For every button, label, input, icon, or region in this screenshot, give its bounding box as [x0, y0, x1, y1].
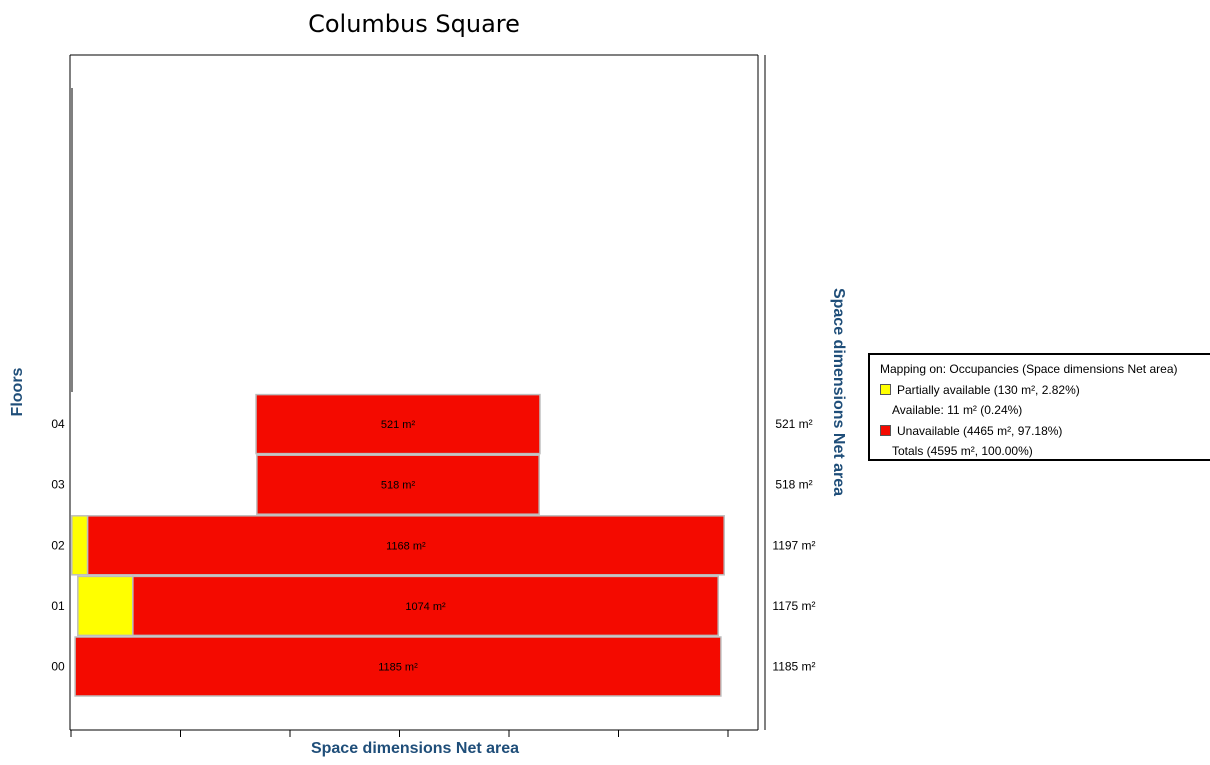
legend-item-label: Partially available (130 m², 2.82%)	[897, 382, 1080, 397]
legend-swatch	[880, 384, 891, 396]
labels-group: 1185 m² 00 1185 m² 1074 m² 01 1175 m² 1168 m² 0…	[51, 417, 815, 673]
bar-02-unavailable	[86, 515, 725, 576]
right-total-label: 1175 m²	[772, 599, 815, 613]
bar-00-unavailable	[74, 636, 722, 697]
legend-item-label: Totals (4595 m², 100.00%)	[892, 444, 1033, 458]
legend-swatch	[880, 425, 891, 437]
floor-tick-label: 04	[51, 417, 65, 431]
bar-04-unavailable	[255, 393, 541, 455]
bar-value-label: 1185 m²	[378, 662, 418, 674]
legend-item-label: Unavailable (4465 m², 97.18%)	[897, 423, 1063, 438]
bar-01-unavailable	[132, 575, 719, 637]
legend-item-label: Available: 11 m² (0.24%)	[892, 403, 1023, 417]
legend-item: Unavailable (4465 m², 97.18%)	[880, 421, 1210, 442]
chart-title: Columbus Square	[308, 10, 520, 38]
bar-value-label: 1074 m²	[405, 601, 446, 613]
bar-02-partially-available	[71, 515, 89, 576]
floor-tick-label: 02	[51, 538, 65, 552]
right-total-label: 518 m²	[775, 478, 812, 492]
plot-frame	[69, 54, 766, 737]
right-total-label: 521 m²	[775, 417, 812, 431]
floor-tick-label: 00	[51, 660, 65, 674]
legend-item: Available: 11 m² (0.24%)	[880, 400, 1210, 421]
right-total-label: 1185 m²	[772, 660, 815, 674]
bar-value-label: 1168 m²	[386, 540, 426, 552]
bar-03-unavailable	[256, 454, 540, 515]
floor-tick-label: 03	[51, 478, 65, 492]
bar-01-partially-available	[77, 575, 134, 637]
legend: Mapping on: Occupancies (Space dimension…	[868, 353, 1210, 461]
floor-tick-label: 01	[51, 599, 65, 613]
bars-group	[71, 393, 725, 697]
right-total-label: 1197 m²	[772, 538, 815, 552]
bar-value-label: 518 m²	[381, 480, 416, 492]
bar-value-label: 521 m²	[381, 419, 416, 431]
legend-header: Mapping on: Occupancies (Space dimension…	[880, 362, 1178, 376]
legend-item: Partially available (130 m², 2.82%)	[880, 380, 1210, 401]
legend-item: Totals (4595 m², 100.00%)	[880, 441, 1210, 462]
x-axis-label: Space dimensions Net area	[310, 740, 520, 757]
